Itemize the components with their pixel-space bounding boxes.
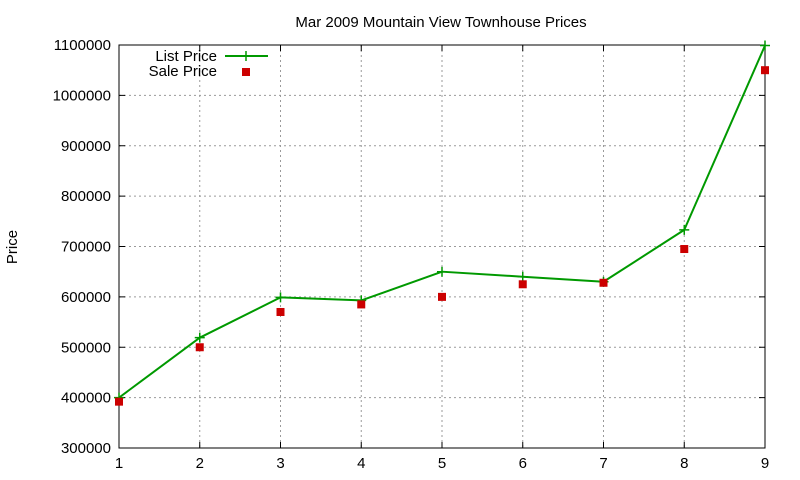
y-tick-label: 600000 xyxy=(61,289,111,306)
list-price-point xyxy=(437,266,447,277)
sale-price-point xyxy=(357,300,366,309)
sale-price-point xyxy=(115,397,123,406)
axis-ticks: 300000 400000 500000 600000 700000 800000 9000… xyxy=(53,37,770,472)
legend-label-sale-price: Sale Price xyxy=(149,63,217,80)
x-tick-label: 6 xyxy=(519,455,527,472)
sale-price-point xyxy=(599,278,608,287)
x-tick-label: 8 xyxy=(680,455,688,472)
sale-price-point xyxy=(195,343,204,352)
x-tick-label: 9 xyxy=(761,455,769,472)
sale-price-point xyxy=(438,292,446,301)
x-tick-label: 1 xyxy=(115,455,123,472)
legend-label-list-price: List Price xyxy=(155,48,217,65)
y-tick-label: 500000 xyxy=(61,339,111,356)
y-tick-label: 300000 xyxy=(61,440,111,457)
sale-price-point xyxy=(761,66,769,75)
list-price-point xyxy=(194,332,205,343)
y-tick-label: 1100000 xyxy=(54,37,111,54)
y-tick-label: 1000000 xyxy=(53,87,111,104)
x-tick-label: 4 xyxy=(357,455,365,472)
x-tick-label: 7 xyxy=(599,455,607,472)
sale-price-point xyxy=(276,307,285,316)
sale-price-point xyxy=(680,245,689,254)
y-tick-label: 900000 xyxy=(61,138,111,155)
x-tick-label: 5 xyxy=(438,455,446,472)
list-price-point xyxy=(760,40,770,51)
y-tick-label: 400000 xyxy=(61,390,111,407)
list-price-point xyxy=(275,292,286,303)
legend-square-sale-price xyxy=(242,68,250,76)
list-price-point xyxy=(517,271,528,282)
sale-price-point xyxy=(518,280,527,289)
y-tick-label: 700000 xyxy=(61,239,111,256)
y-axis-label: Price xyxy=(4,230,21,264)
x-tick-label: 3 xyxy=(276,455,284,472)
chart-title: Mar 2009 Mountain View Townhouse Prices xyxy=(295,14,586,31)
x-tick-label: 2 xyxy=(196,455,204,472)
legend-cross-list-price xyxy=(241,51,251,61)
data-series xyxy=(114,40,770,406)
y-tick-label: 800000 xyxy=(61,188,111,205)
legend: List Price Sale Price xyxy=(149,48,268,80)
list-price-point xyxy=(679,224,690,235)
